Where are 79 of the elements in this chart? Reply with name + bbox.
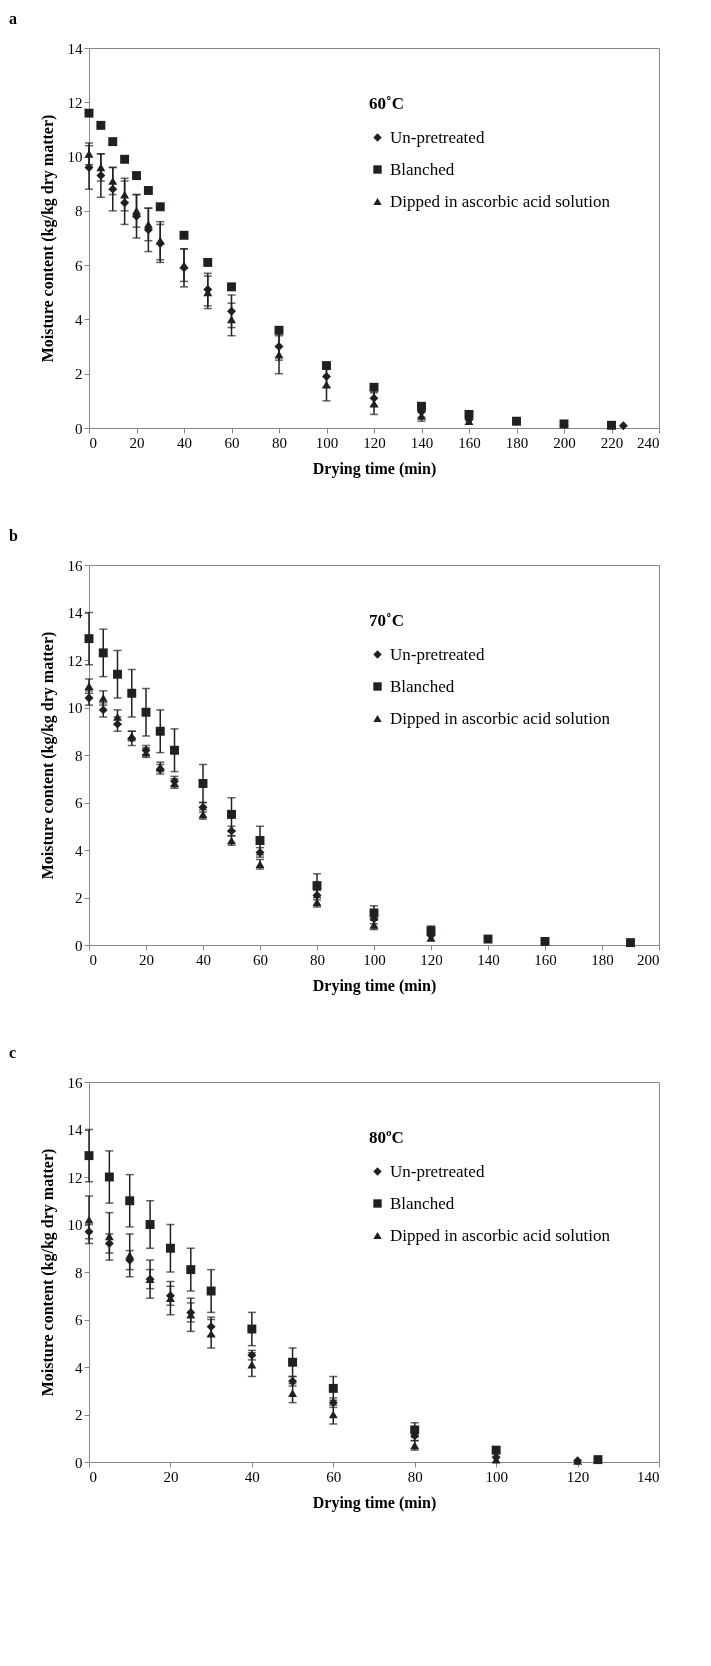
y-axis-title: Moisture content (kg/kg dry matter) [38, 1148, 57, 1397]
legend-title: 70˚C [369, 611, 404, 630]
y-tick-label: 12 [67, 1169, 83, 1186]
y-tick-label: 10 [67, 149, 83, 166]
y-tick-label: 2 [75, 366, 83, 383]
x-tick-label: 140 [477, 951, 500, 968]
legend-label: Un-pretreated [390, 644, 485, 664]
x-tick-label: 160 [534, 951, 557, 968]
x-axis-title: Drying time (min) [312, 1493, 437, 1512]
y-tick-label: 8 [75, 1264, 83, 1281]
chart-title: b [9, 527, 18, 544]
x-tick-label: 80 [272, 434, 287, 451]
x-axis-title: Drying time (min) [312, 459, 437, 478]
y-tick-label: 16 [67, 557, 83, 574]
legend-label: Dipped in ascorbic acid solution [390, 708, 611, 728]
x-tick-label: 180 [505, 434, 529, 451]
x-tick-label: 240 [637, 434, 660, 451]
y-tick-label: 6 [75, 257, 83, 274]
y-tick-label: 6 [75, 795, 83, 811]
y-tick-label: 14 [67, 40, 83, 57]
legend-label: Blanched [390, 159, 455, 179]
x-tick-label: 0 [89, 951, 97, 968]
y-tick-label: 10 [67, 700, 83, 716]
x-tick-label: 140 [410, 434, 434, 451]
legend-label: Dipped in ascorbic acid solution [390, 191, 611, 211]
x-tick-label: 120 [420, 951, 443, 968]
legend-label: Dipped in ascorbic acid solution [390, 1225, 611, 1245]
legend-label: Blanched [390, 676, 455, 696]
x-tick-label: 0 [89, 1468, 97, 1485]
y-tick-label: 12 [67, 94, 83, 111]
x-tick-label: 80 [407, 1468, 423, 1485]
x-tick-label: 20 [163, 1468, 179, 1485]
legend-label: Blanched [390, 1193, 455, 1213]
x-tick-label: 120 [363, 434, 386, 451]
x-tick-label: 60 [224, 434, 240, 451]
y-tick-label: 8 [75, 747, 83, 764]
y-tick-label: 2 [75, 1407, 83, 1423]
y-tick-label: 0 [75, 420, 83, 437]
y-tick-label: 4 [75, 311, 83, 328]
legend-label: Un-pretreated [390, 127, 485, 147]
x-tick-label: 100 [315, 434, 339, 451]
x-tick-label: 100 [485, 1468, 508, 1485]
x-tick-label: 40 [177, 434, 192, 451]
legend-title: 60˚C [369, 94, 404, 113]
x-tick-label: 20 [139, 951, 154, 968]
x-tick-label: 200 [637, 951, 660, 968]
x-tick-label: 220 [600, 434, 624, 451]
y-tick-label: 6 [75, 1312, 83, 1328]
legend-title: 80ºC [369, 1128, 404, 1147]
y-tick-label: 10 [67, 1217, 83, 1233]
x-tick-label: 40 [244, 1468, 260, 1485]
x-tick-label: 40 [196, 951, 211, 968]
x-tick-label: 140 [637, 1468, 660, 1485]
y-tick-label: 12 [67, 652, 83, 669]
x-tick-label: 20 [129, 434, 145, 451]
y-tick-label: 14 [67, 605, 83, 621]
y-axis-title: Moisture content (kg/kg dry matter) [38, 631, 57, 880]
x-tick-label: 200 [553, 434, 576, 451]
y-tick-label: 14 [67, 1122, 83, 1138]
x-tick-label: 100 [363, 951, 386, 968]
y-tick-label: 16 [67, 1074, 83, 1091]
x-tick-label: 80 [310, 951, 325, 968]
y-tick-label: 2 [75, 890, 83, 906]
legend-label: Un-pretreated [390, 1161, 485, 1181]
y-tick-label: 0 [75, 937, 83, 954]
x-tick-label: 180 [591, 951, 614, 968]
x-tick-label: 0 [89, 434, 97, 451]
y-axis-title: Moisture content (kg/kg dry matter) [38, 114, 57, 363]
x-tick-label: 160 [458, 434, 481, 451]
x-tick-label: 60 [326, 1468, 342, 1485]
chart-title: c [9, 1044, 17, 1061]
x-axis-title: Drying time (min) [312, 976, 437, 995]
y-tick-label: 0 [75, 1454, 83, 1471]
y-tick-label: 4 [75, 1359, 83, 1376]
y-tick-label: 4 [75, 842, 83, 859]
x-tick-label: 60 [253, 951, 268, 968]
y-tick-label: 8 [75, 203, 83, 220]
chart-title: a [9, 10, 17, 27]
x-tick-label: 120 [566, 1468, 590, 1485]
